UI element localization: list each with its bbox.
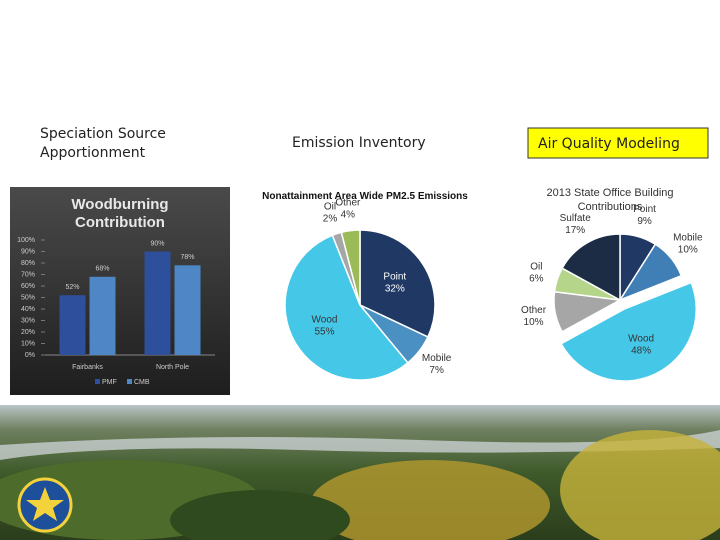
slice-label: Point	[383, 272, 406, 283]
slice-label: Mobile	[673, 233, 703, 244]
legend-label: PMF	[102, 379, 117, 386]
bar	[59, 295, 86, 355]
y-tick-label: 30%	[21, 317, 35, 324]
y-tick-label: 70%	[21, 271, 35, 278]
y-tick-label: 10%	[21, 340, 35, 347]
y-tick-label: 100%	[17, 237, 35, 244]
slice-value: 4%	[341, 209, 356, 220]
slice-label: Other	[521, 305, 547, 316]
x-tick-label: North Pole	[156, 364, 189, 371]
heading-box	[527, 127, 709, 159]
y-tick-label: 40%	[21, 306, 35, 313]
y-tick-label: 20%	[21, 329, 35, 336]
slice-label: Oil	[530, 261, 542, 272]
trees	[170, 490, 350, 540]
y-tick-label: 60%	[21, 283, 35, 290]
chart-title: Nonattainment Area Wide PM2.5 Emissions	[262, 191, 468, 202]
data-label: 68%	[95, 266, 109, 273]
pie-slice	[284, 234, 409, 381]
slice-value: 9%	[637, 216, 652, 227]
slice-value: 48%	[631, 346, 651, 357]
slice-label: Wood	[312, 315, 338, 326]
heading: Air Quality Modeling	[538, 136, 680, 152]
logo-star	[26, 487, 64, 521]
slice-value: 10%	[524, 317, 544, 328]
slice-label: Mobile	[422, 353, 452, 364]
pie-slice	[560, 281, 698, 382]
pie-slice	[340, 229, 361, 306]
pie-slice	[359, 229, 436, 338]
pie-slice	[561, 233, 621, 302]
legend-label: CMB	[134, 379, 150, 386]
slice-label: Other	[335, 197, 361, 208]
y-tick-label: 90%	[21, 248, 35, 255]
slice-value: 32%	[385, 284, 405, 295]
slice-label: Point	[633, 204, 656, 215]
slice-value: 2%	[323, 213, 338, 224]
river	[0, 430, 720, 460]
chart-title: 2013 State Office Building Contributions	[546, 187, 674, 213]
trees	[560, 430, 720, 540]
data-label: 90%	[150, 240, 164, 247]
slice-value: 10%	[678, 245, 698, 256]
slice-value: 6%	[529, 273, 544, 284]
trees	[310, 460, 550, 540]
bar	[89, 276, 116, 355]
data-label: 78%	[180, 254, 194, 261]
legend-swatch	[95, 379, 100, 384]
pie-slice	[618, 243, 683, 302]
slice-label: Sulfate	[560, 213, 592, 224]
y-tick-label: 50%	[21, 294, 35, 301]
y-tick-label: 0%	[25, 352, 35, 359]
slice-label: Wood	[628, 334, 654, 345]
chart-title: Woodburning Contribution	[71, 196, 169, 231]
slice-value: 7%	[429, 365, 444, 376]
data-label: 52%	[65, 284, 79, 291]
x-tick-label: Fairbanks	[72, 364, 103, 371]
y-tick-label: 80%	[21, 260, 35, 267]
legend-swatch	[127, 379, 132, 384]
heading: Speciation Source Apportionment	[40, 126, 166, 161]
slice-value: 55%	[314, 327, 334, 338]
bar	[144, 251, 171, 355]
bar	[174, 265, 201, 355]
heading: Emission Inventory	[292, 135, 426, 151]
slice-label: Oil	[324, 201, 336, 212]
slice-value: 17%	[565, 225, 585, 236]
